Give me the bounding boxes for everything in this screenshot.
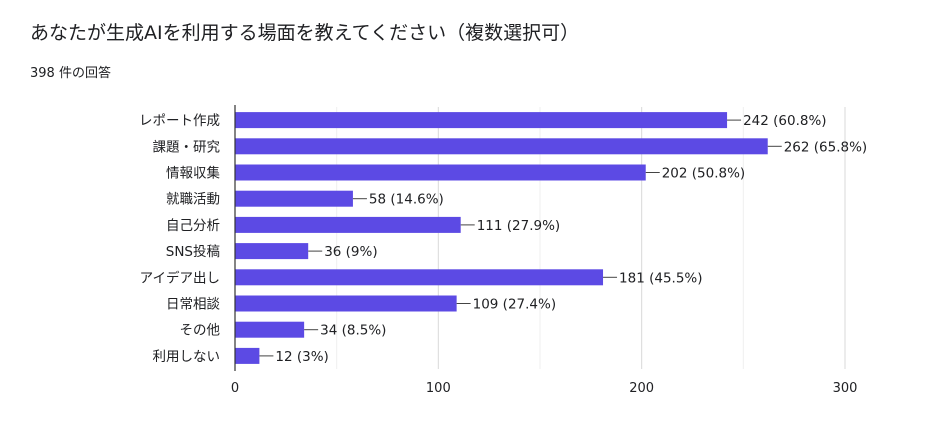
chart-title: あなたが生成AIを利用する場面を教えてください（複数選択可） <box>30 22 580 44</box>
bar <box>235 347 260 364</box>
bar <box>235 243 309 260</box>
data-label: 181 (45.5%) <box>619 270 702 286</box>
bar <box>235 321 305 338</box>
data-label: 12 (3%) <box>275 349 328 365</box>
data-label: 36 (9%) <box>324 244 377 260</box>
bar <box>235 216 461 233</box>
x-tick-label: 200 <box>629 381 654 396</box>
category-label: 日常相談 <box>166 297 220 313</box>
category-label: レポート作成 <box>139 113 220 129</box>
category-label: その他 <box>180 323 221 339</box>
bar <box>235 295 457 312</box>
bar <box>235 112 728 129</box>
data-label: 111 (27.9%) <box>477 218 560 234</box>
data-label: 242 (60.8%) <box>743 113 826 129</box>
category-label: 就職活動 <box>166 192 220 208</box>
bar <box>235 164 646 181</box>
response-count: 398 件の回答 <box>30 66 111 81</box>
data-label: 202 (50.8%) <box>662 166 745 182</box>
x-tick-label: 300 <box>833 381 858 396</box>
category-label: 自己分析 <box>166 218 220 234</box>
data-label: 58 (14.6%) <box>369 192 444 208</box>
category-label: 課題・研究 <box>153 139 221 155</box>
category-label: アイデア出し <box>140 269 220 286</box>
category-label: 利用しない <box>153 349 221 365</box>
x-tick-label: 100 <box>426 381 451 396</box>
bar <box>235 269 604 286</box>
data-label: 262 (65.8%) <box>784 139 867 155</box>
data-label: 109 (27.4%) <box>473 297 556 313</box>
data-label: 34 (8.5%) <box>320 323 386 339</box>
x-tick-label: 0 <box>231 381 239 396</box>
bar <box>235 138 768 155</box>
bar <box>235 190 353 207</box>
category-label: 情報収集 <box>166 166 220 182</box>
category-label: SNS投稿 <box>166 244 220 260</box>
